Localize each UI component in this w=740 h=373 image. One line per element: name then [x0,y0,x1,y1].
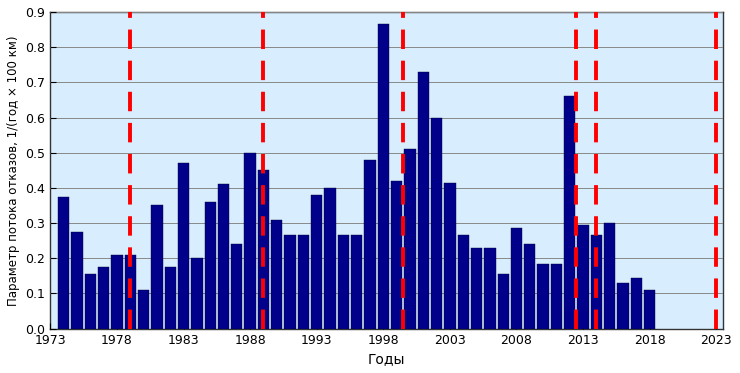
Bar [484,248,496,329]
Bar [337,235,349,329]
Bar [297,235,309,329]
Bar [124,255,136,329]
Bar [111,255,123,329]
Bar [84,274,96,329]
Bar [204,202,216,329]
X-axis label: Годы: Годы [368,352,406,366]
Bar [404,149,416,329]
Bar [58,197,70,329]
Bar [138,290,149,329]
Bar [391,181,403,329]
Bar [271,220,283,329]
Bar [178,163,189,329]
Bar [71,232,83,329]
Bar [324,188,336,329]
Bar [311,195,323,329]
Bar [364,160,376,329]
Bar [457,235,469,329]
Bar [577,225,589,329]
Bar [630,278,642,329]
Bar [244,153,256,329]
Bar [497,274,509,329]
Bar [617,283,629,329]
Bar [377,24,389,329]
Y-axis label: Параметр потока отказов, 1/(год × 100 км): Параметр потока отказов, 1/(год × 100 км… [7,35,20,305]
Bar [644,290,656,329]
Bar [218,184,229,329]
Bar [431,117,443,329]
Bar [511,228,522,329]
Bar [604,223,616,329]
Bar [524,244,536,329]
Bar [231,244,243,329]
Bar [591,235,602,329]
Bar [417,72,429,329]
Bar [471,248,482,329]
Bar [258,170,269,329]
Bar [98,267,110,329]
Bar [164,267,176,329]
Bar [551,264,562,329]
Bar [444,183,456,329]
Bar [284,235,296,329]
Bar [537,264,549,329]
Bar [351,235,363,329]
Bar [564,96,576,329]
Bar [191,258,203,329]
Bar [151,206,163,329]
